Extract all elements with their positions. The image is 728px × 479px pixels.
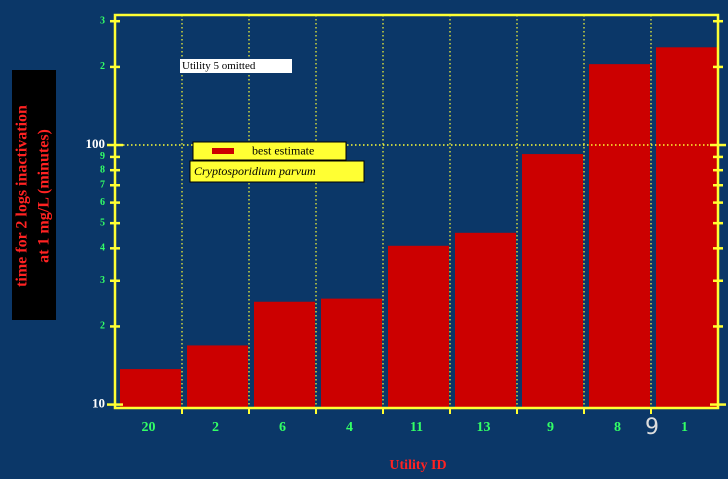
bar	[254, 301, 315, 408]
note-box	[180, 59, 292, 73]
x-tick-label: 20	[142, 420, 156, 435]
note-box	[189, 160, 365, 183]
y-axis-label: at 1 mg/L (minutes)	[36, 129, 53, 263]
bar	[388, 245, 449, 408]
y-tick-label: 10	[92, 396, 105, 411]
bar	[589, 64, 650, 408]
bar	[321, 298, 382, 408]
y-tick-label: 2	[100, 61, 105, 72]
y-tick-label: 9	[100, 151, 105, 162]
y-tick-label: 8	[100, 164, 105, 175]
stray-text: 9	[645, 415, 659, 440]
y-tick-label: 6	[100, 197, 105, 208]
x-axis-label: Utility ID	[389, 458, 446, 473]
x-tick-label: 13	[477, 420, 491, 435]
legend-swatch	[212, 148, 234, 154]
y-label-bg	[12, 70, 56, 320]
plot-area	[115, 15, 718, 408]
legend-label: best estimate	[252, 143, 314, 157]
y-tick-label: 7	[100, 180, 105, 191]
x-tick-label: 8	[614, 420, 621, 435]
y-tick-label: 3	[100, 16, 105, 27]
x-tick-label: 1	[681, 420, 688, 435]
x-tick-label: 9	[547, 420, 554, 435]
bar	[455, 232, 516, 408]
plot-frame	[113, 13, 720, 410]
x-tick-label: 6	[279, 420, 286, 435]
y-tick-label: 5	[100, 217, 105, 228]
y-axis-label: time for 2 logs inactivation	[14, 105, 31, 287]
bar	[656, 47, 717, 408]
note: Utility 5 omitted	[182, 60, 256, 72]
note: Cryptosporidium parvum	[194, 164, 316, 178]
bar	[187, 345, 248, 408]
y-tick-label: 3	[100, 275, 105, 286]
y-tick-label: 4	[100, 243, 105, 254]
y-tick-label: 100	[86, 136, 106, 151]
x-tick-label: 2	[212, 420, 219, 435]
bar	[120, 369, 181, 408]
y-tick-label: 2	[100, 321, 105, 332]
legend-box	[192, 141, 347, 161]
bar	[522, 154, 583, 408]
x-tick-label: 4	[346, 420, 353, 435]
x-tick-label: 11	[410, 420, 423, 435]
